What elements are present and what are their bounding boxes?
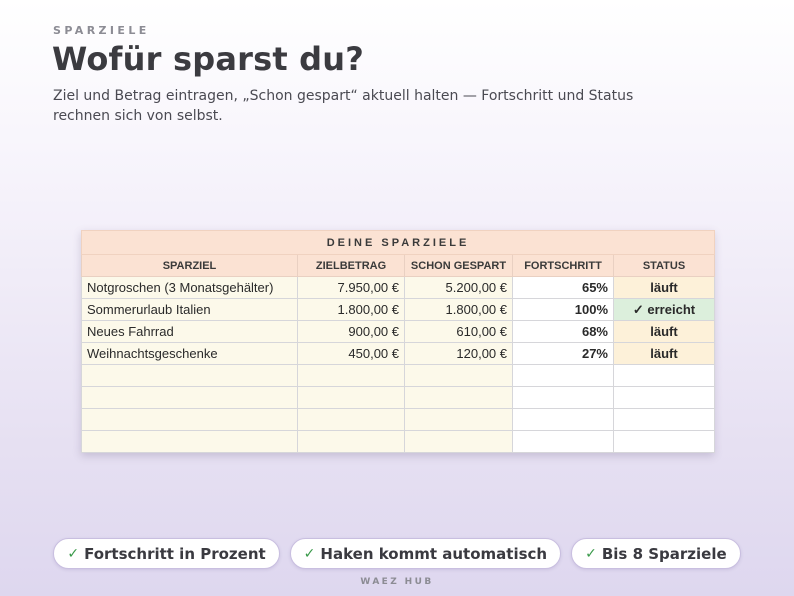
column-header-target: ZIELBETRAG [297, 254, 405, 277]
savings-goals-sheet: DEINE SPARZIELE SPARZIEL ZIELBETRAG SCHO… [81, 230, 715, 453]
goal-cell[interactable]: Notgroschen (3 Monatsgehälter) [81, 276, 298, 299]
feature-pill-label: Haken kommt automatisch [320, 544, 548, 563]
empty-goal-cell[interactable] [81, 364, 298, 387]
eyebrow-label: SPARZIELE [53, 24, 150, 37]
goal-cell[interactable]: Weihnachtsgeschenke [81, 342, 298, 365]
empty-progress-cell[interactable] [512, 386, 614, 409]
column-header-goal: SPARZIEL [81, 254, 298, 277]
goal-cell[interactable]: Sommerurlaub Italien [81, 298, 298, 321]
empty-target-cell[interactable] [297, 408, 405, 431]
empty-row [81, 364, 715, 387]
column-header-status: STATUS [613, 254, 715, 277]
column-header-progress: FORTSCHRITT [512, 254, 614, 277]
empty-saved-cell[interactable] [404, 408, 513, 431]
empty-status-cell[interactable] [613, 430, 715, 453]
empty-row [81, 430, 715, 453]
empty-status-cell[interactable] [613, 408, 715, 431]
table-row: Sommerurlaub Italien 1.800,00 € 1.800,00… [81, 298, 715, 321]
status-cell[interactable]: läuft [613, 276, 715, 299]
column-header-saved: SCHON GESPART [404, 254, 513, 277]
progress-cell[interactable]: 27% [512, 342, 614, 365]
table-row: Notgroschen (3 Monatsgehälter) 7.950,00 … [81, 276, 715, 299]
empty-goal-cell[interactable] [81, 430, 298, 453]
empty-saved-cell[interactable] [404, 430, 513, 453]
saved-cell[interactable]: 610,00 € [404, 320, 513, 343]
saved-cell[interactable]: 5.200,00 € [404, 276, 513, 299]
empty-target-cell[interactable] [297, 386, 405, 409]
check-icon: ✓ [303, 545, 316, 562]
progress-cell[interactable]: 65% [512, 276, 614, 299]
empty-progress-cell[interactable] [512, 408, 614, 431]
table-row: Weihnachtsgeschenke 450,00 € 120,00 € 27… [81, 342, 715, 365]
target-cell[interactable]: 1.800,00 € [297, 298, 405, 321]
feature-pill-label: Bis 8 Sparziele [601, 544, 727, 563]
page-subtitle: Ziel und Betrag eintragen, „Schon gespar… [53, 88, 634, 124]
status-cell[interactable]: läuft [613, 320, 715, 343]
page-title: Wofür sparst du? [52, 40, 365, 78]
goal-cell[interactable]: Neues Fahrrad [81, 320, 298, 343]
table-header-row: SPARZIEL ZIELBETRAG SCHON GESPART FORTSC… [81, 254, 715, 277]
empty-target-cell[interactable] [297, 364, 405, 387]
feature-pills: ✓ Fortschritt in Prozent ✓ Haken kommt a… [0, 538, 794, 569]
status-cell[interactable]: läuft [613, 342, 715, 365]
status-cell[interactable]: ✓ erreicht [613, 298, 715, 321]
empty-status-cell[interactable] [613, 386, 715, 409]
savings-goals-table: DEINE SPARZIELE SPARZIEL ZIELBETRAG SCHO… [81, 230, 715, 453]
sheet-banner: DEINE SPARZIELE [81, 230, 715, 255]
check-icon: ✓ [67, 545, 80, 562]
empty-target-cell[interactable] [297, 430, 405, 453]
empty-progress-cell[interactable] [512, 364, 614, 387]
target-cell[interactable]: 7.950,00 € [297, 276, 405, 299]
progress-cell[interactable]: 68% [512, 320, 614, 343]
table-row: Neues Fahrrad 900,00 € 610,00 € 68% läuf… [81, 320, 715, 343]
saved-cell[interactable]: 120,00 € [404, 342, 513, 365]
feature-pill-auto-check: ✓ Haken kommt automatisch [289, 538, 562, 569]
target-cell[interactable]: 450,00 € [297, 342, 405, 365]
target-cell[interactable]: 900,00 € [297, 320, 405, 343]
empty-saved-cell[interactable] [404, 386, 513, 409]
empty-row [81, 386, 715, 409]
empty-status-cell[interactable] [613, 364, 715, 387]
feature-pill-label: Fortschritt in Prozent [84, 544, 266, 563]
empty-goal-cell[interactable] [81, 386, 298, 409]
footer-brand: WAEZ HUB [360, 577, 434, 587]
feature-pill-goal-limit: ✓ Bis 8 Sparziele [571, 538, 741, 569]
empty-goal-cell[interactable] [81, 408, 298, 431]
progress-cell[interactable]: 100% [512, 298, 614, 321]
empty-saved-cell[interactable] [404, 364, 513, 387]
empty-row [81, 408, 715, 431]
feature-pill-progress: ✓ Fortschritt in Prozent [53, 538, 280, 569]
check-icon: ✓ [585, 545, 597, 562]
empty-progress-cell[interactable] [512, 430, 614, 453]
saved-cell[interactable]: 1.800,00 € [404, 298, 513, 321]
